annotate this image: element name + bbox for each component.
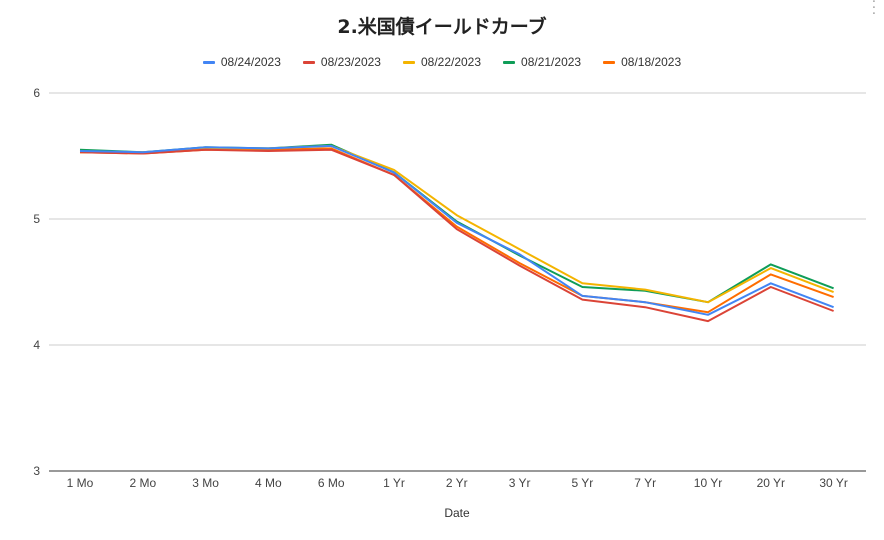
x-tick-label: 2 Mo — [129, 476, 156, 490]
series-line[interactable] — [80, 144, 834, 304]
y-tick-label: 5 — [33, 212, 40, 226]
legend-item[interactable]: 08/18/2023 — [603, 55, 681, 69]
y-tick-label: 6 — [33, 86, 40, 100]
x-axis-title: Date — [444, 506, 470, 520]
legend-label: 08/22/2023 — [420, 55, 482, 69]
x-tick-label: 30 Yr — [819, 476, 847, 490]
x-tick-label: 20 Yr — [757, 476, 785, 490]
x-tick-label: 7 Yr — [634, 476, 656, 490]
series-line[interactable] — [79, 148, 834, 323]
legend-swatch — [202, 60, 215, 64]
x-tick-label: 1 Mo — [67, 476, 94, 490]
y-tick-label: 3 — [33, 464, 40, 478]
legend-item[interactable]: 08/22/2023 — [402, 55, 482, 69]
legend-swatch — [603, 60, 616, 64]
legend-label: 08/18/2023 — [621, 55, 682, 69]
series-line[interactable] — [79, 144, 834, 316]
legend: 08/24/2023 08/23/2023 08/22/2023 08/21/2… — [0, 55, 884, 69]
chart-title: 2.米国債イールドカーブ — [337, 16, 547, 38]
legend-swatch — [503, 60, 516, 64]
x-tick-label: 10 Yr — [694, 476, 722, 490]
x-tick-label: 3 Mo — [192, 476, 219, 490]
x-tick-label: 6 Mo — [318, 476, 345, 490]
x-tick-label: 4 Mo — [255, 476, 282, 490]
legend-label: 08/24/2023 — [220, 55, 281, 69]
x-tick-label: 2 Yr — [446, 476, 468, 490]
legend-label: 08/23/2023 — [320, 55, 381, 69]
legend-item[interactable]: 08/21/2023 — [503, 55, 581, 69]
y-tick-label: 4 — [33, 338, 40, 352]
x-tick-label: 5 Yr — [572, 476, 594, 490]
x-tick-label: 1 Yr — [383, 476, 405, 490]
more-options-icon[interactable]: · · · — [871, 0, 877, 22]
legend-label: 08/21/2023 — [521, 55, 582, 69]
legend-swatch — [302, 60, 315, 64]
legend-swatch — [402, 60, 415, 64]
legend-item[interactable]: 08/24/2023 — [202, 55, 281, 69]
x-tick-label: 3 Yr — [509, 476, 531, 490]
legend-item[interactable]: 08/23/2023 — [302, 55, 381, 69]
series-line[interactable] — [79, 147, 834, 314]
